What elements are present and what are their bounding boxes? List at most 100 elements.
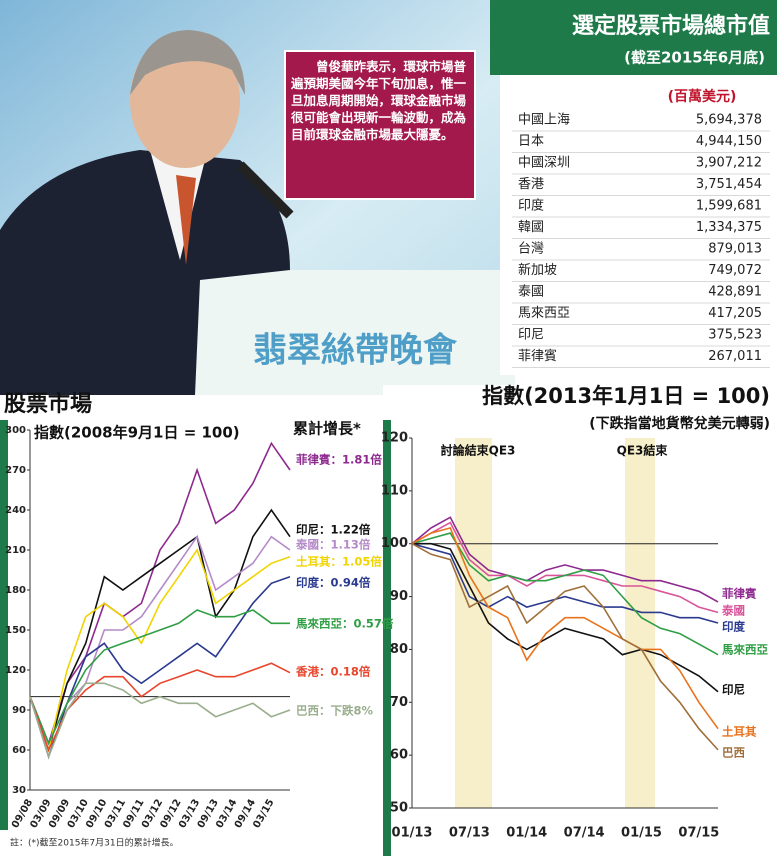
- row-label: 中國深圳: [518, 156, 570, 171]
- series-line: [411, 532, 719, 656]
- y-tick-label: 110: [381, 483, 408, 498]
- y-tick-label: 50: [390, 801, 408, 816]
- person-body: [0, 150, 290, 395]
- series-line: [29, 508, 291, 753]
- series-label: 泰國：1.13倍: [295, 538, 371, 552]
- quote-box: 曾俊華昨表示，環球市場普遍預期美國今年下旬加息，惟一旦加息周期開始，環球金融市場…: [284, 50, 476, 200]
- series-line: [29, 534, 291, 746]
- series-label: 巴西：下跌8%: [296, 704, 374, 718]
- series-label: 巴西: [722, 746, 745, 760]
- x-tick-label: 07/13: [449, 826, 490, 841]
- series-label: 馬來西亞：0.57倍: [296, 617, 394, 631]
- row-value: 4,944,150: [696, 134, 762, 149]
- row-label: 印度: [518, 198, 544, 214]
- hair: [130, 30, 245, 95]
- row-value: 375,523: [708, 328, 762, 343]
- section-title: 股票市場: [4, 391, 92, 417]
- row-label: 印尼: [518, 328, 544, 343]
- row-label: 菲律賓: [518, 348, 557, 364]
- y-tick-label: 210: [5, 545, 26, 556]
- y-tick-label: 90: [12, 705, 26, 716]
- series-label: 印度: [722, 620, 745, 634]
- band-label: QE3結束: [617, 443, 669, 458]
- row-label: 新加坡: [518, 262, 557, 278]
- chart-subtitle: (下跌指當地貨幣兌美元轉弱): [589, 415, 770, 432]
- row-label: 泰國: [518, 285, 544, 300]
- row-label: 日本: [518, 134, 544, 149]
- series-line: [29, 441, 291, 746]
- y-tick-label: 60: [12, 745, 26, 756]
- annotation: 累計增長*: [293, 420, 361, 438]
- table-header: [490, 0, 777, 75]
- left-strip: [0, 420, 8, 830]
- series-label: 印尼: [722, 683, 745, 697]
- y-tick-label: 300: [5, 425, 26, 436]
- chart-title: 指數(2013年1月1日 = 100): [482, 384, 770, 408]
- row-value: 267,011: [708, 349, 762, 364]
- row-value: 428,891: [708, 285, 762, 300]
- series-line: [29, 609, 290, 746]
- table-unit: (百萬美元): [668, 88, 737, 105]
- chart-title: 指數(2008年9月1日 = 100): [34, 424, 240, 442]
- row-value: 1,599,681: [696, 199, 762, 214]
- x-tick-label: 07/15: [678, 826, 719, 841]
- microphone: [236, 161, 294, 219]
- qe-band: [455, 438, 492, 808]
- footnote: 註：(*)截至2015年7月31日的累計增長。: [10, 837, 179, 849]
- y-tick-label: 70: [390, 695, 408, 710]
- series-line: [411, 543, 719, 751]
- y-tick-label: 270: [5, 465, 26, 476]
- y-tick-label: 80: [390, 642, 408, 657]
- series-label: 馬來西亞: [722, 643, 768, 657]
- series-label: 土耳其: [722, 725, 757, 739]
- tie: [176, 175, 196, 265]
- y-tick-label: 60: [390, 748, 408, 763]
- series-line: [411, 526, 719, 730]
- row-value: 5,694,378: [696, 113, 762, 128]
- photo-banner: 翡翠絲帶晚會: [253, 331, 458, 371]
- series-label: 印度：0.94倍: [296, 576, 371, 590]
- series-label: 香港：0.18倍: [295, 665, 371, 679]
- podium: [195, 270, 515, 395]
- row-value: 1,334,375: [696, 220, 762, 235]
- y-tick-label: 120: [5, 665, 26, 676]
- y-tick-label: 240: [5, 505, 26, 516]
- row-label: 韓國: [518, 220, 544, 235]
- row-value: 879,013: [708, 242, 762, 257]
- series-label: 印尼：1.22倍: [296, 523, 371, 537]
- y-tick-label: 30: [12, 785, 26, 796]
- row-label: 馬來西亞: [518, 306, 570, 321]
- row-value: 749,072: [708, 263, 762, 278]
- series-label: 菲律賓: [722, 587, 757, 601]
- series-line: [29, 548, 291, 753]
- y-tick-label: 120: [381, 431, 408, 446]
- y-tick-label: 100: [381, 536, 408, 551]
- band-label: 討論結束QE3: [441, 443, 516, 458]
- series-label: 泰國: [721, 604, 745, 618]
- right-strip: [383, 420, 391, 856]
- row-value: 3,907,212: [696, 156, 762, 171]
- x-tick-label: 07/14: [564, 826, 605, 841]
- x-tick-label: 01/13: [392, 826, 433, 841]
- series-label: 菲律賓：1.81倍: [296, 453, 382, 467]
- series-line: [29, 682, 291, 760]
- row-value: 417,205: [708, 306, 762, 321]
- y-tick-label: 150: [5, 625, 26, 636]
- series-line: [29, 662, 291, 753]
- row-label: 台灣: [518, 242, 544, 257]
- series-line: [412, 542, 719, 693]
- y-tick-label: 180: [5, 585, 26, 596]
- row-label: 中國上海: [518, 113, 570, 128]
- series-label: 土耳其：1.05倍: [296, 555, 382, 569]
- row-value: 3,751,454: [696, 177, 762, 192]
- table-title: 選定股票市場總市值: [572, 13, 770, 39]
- row-label: 香港: [518, 177, 544, 192]
- series-line: [411, 516, 719, 603]
- x-tick-label: 01/15: [621, 826, 662, 841]
- y-tick-label: 90: [390, 589, 408, 604]
- x-tick-label: 01/14: [506, 826, 547, 841]
- table-subtitle: (截至2015年6月底): [624, 49, 765, 67]
- series-line: [411, 542, 719, 624]
